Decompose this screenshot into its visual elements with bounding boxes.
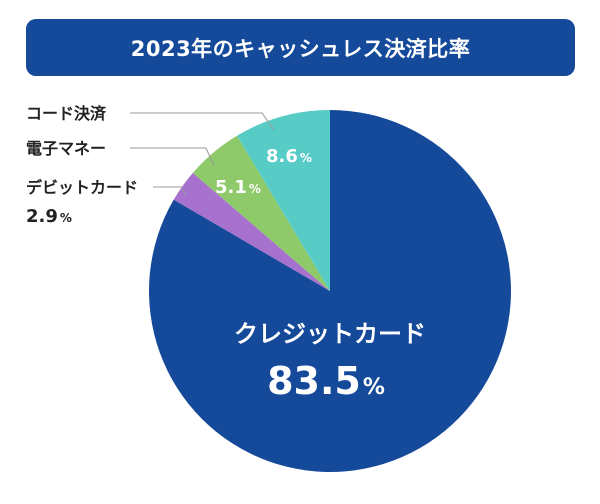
label-e-money: 電子マネー xyxy=(26,139,106,158)
slice-debit-card xyxy=(173,172,330,291)
label-code-payment: コード決済 xyxy=(26,104,107,123)
label-credit-card: クレジットカード xyxy=(234,320,426,348)
value-code-payment: 8.6% xyxy=(266,146,312,167)
leader-line-emoney xyxy=(130,147,215,167)
pie-slices xyxy=(148,110,511,473)
slice-e-money xyxy=(192,135,330,291)
slice-credit-card xyxy=(148,110,511,473)
chart-title: 2023年のキャッシュレス決済比率 xyxy=(130,36,471,61)
value-debit-card: 2.9% xyxy=(26,206,72,227)
leader-line-debit xyxy=(153,186,187,196)
label-debit-card: デビットカード xyxy=(26,178,138,197)
chart-title-bar: 2023年のキャッシュレス決済比率 xyxy=(26,19,575,76)
value-e-money: 5.1% xyxy=(215,177,261,198)
slice-code-payment xyxy=(236,110,330,291)
value-credit-card: 83.5% xyxy=(267,359,385,403)
leader-line-code xyxy=(130,112,275,131)
